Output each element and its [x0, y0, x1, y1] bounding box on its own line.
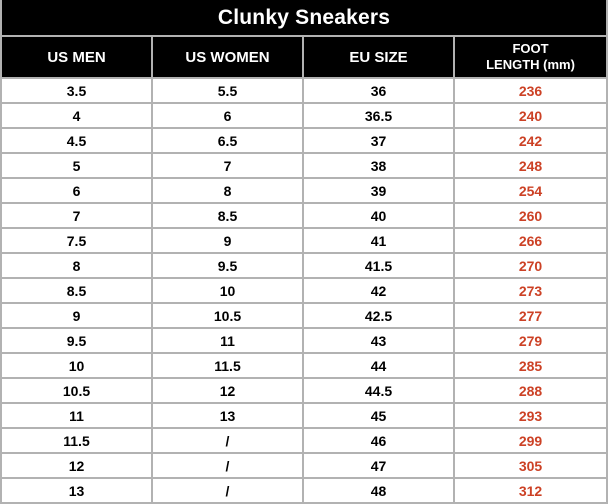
cell-foot-length: 240: [518, 107, 543, 124]
col-header-us-men: US MEN: [2, 37, 153, 77]
cell-eu-size: 47: [304, 454, 455, 477]
table-title: Clunky Sneakers: [2, 0, 606, 37]
cell-foot-length: 248: [518, 157, 543, 174]
table-row: 8.5 10 42 273: [2, 279, 606, 304]
cell-eu-size: 43: [304, 329, 455, 352]
cell-us-women: 6: [153, 104, 304, 127]
cell-us-men: 8.5: [2, 279, 153, 302]
cell-eu-size: 44: [304, 354, 455, 377]
table-row: 8 9.5 41.5 270: [2, 254, 606, 279]
cell-us-women: 13: [153, 404, 304, 427]
table-row: 6 8 39 254: [2, 179, 606, 204]
cell-foot-length: 242: [518, 132, 543, 149]
cell-us-men: 3.5: [2, 79, 153, 102]
cell-us-men: 11.5: [2, 429, 153, 452]
cell-eu-size: 36.5: [304, 104, 455, 127]
cell-us-women: 6.5: [153, 129, 304, 152]
cell-us-men: 9: [2, 304, 153, 327]
table-row: 7 8.5 40 260: [2, 204, 606, 229]
cell-us-men: 7.5: [2, 229, 153, 252]
cell-eu-size: 37: [304, 129, 455, 152]
cell-foot-length: 285: [518, 357, 543, 374]
cell-eu-size: 44.5: [304, 379, 455, 402]
col-header-foot-length-line1: FOOT: [512, 41, 549, 57]
cell-us-men: 4: [2, 104, 153, 127]
cell-us-men: 5: [2, 154, 153, 177]
table-row: 10.5 12 44.5 288: [2, 379, 606, 404]
cell-eu-size: 41: [304, 229, 455, 252]
table-row: 11.5 / 46 299: [2, 429, 606, 454]
cell-us-men: 12: [2, 454, 153, 477]
cell-eu-size: 42: [304, 279, 455, 302]
table-row: 3.5 5.5 36 236: [2, 79, 606, 104]
cell-eu-size: 41.5: [304, 254, 455, 277]
cell-foot-length: 236: [518, 82, 543, 99]
table-row: 12 / 47 305: [2, 454, 606, 479]
table-row: 5 7 38 248: [2, 154, 606, 179]
col-header-eu-size: EU SIZE: [304, 37, 455, 77]
cell-eu-size: 42.5: [304, 304, 455, 327]
cell-us-women: 5.5: [153, 79, 304, 102]
table-row: 9.5 11 43 279: [2, 329, 606, 354]
cell-us-women: 10.5: [153, 304, 304, 327]
cell-eu-size: 39: [304, 179, 455, 202]
cell-us-men: 4.5: [2, 129, 153, 152]
cell-foot-length: 299: [518, 432, 543, 449]
cell-eu-size: 45: [304, 404, 455, 427]
col-header-us-women: US WOMEN: [153, 37, 304, 77]
cell-foot-length: 270: [518, 257, 543, 274]
table-row: 4.5 6.5 37 242: [2, 129, 606, 154]
cell-eu-size: 46: [304, 429, 455, 452]
cell-us-women: 12: [153, 379, 304, 402]
cell-us-men: 8: [2, 254, 153, 277]
table-row: 13 / 48 312: [2, 479, 606, 502]
table-header-row: US MEN US WOMEN EU SIZE FOOT LENGTH (mm): [2, 37, 606, 79]
table-row: 4 6 36.5 240: [2, 104, 606, 129]
cell-foot-length: 293: [518, 407, 543, 424]
col-header-foot-length-line2: LENGTH (mm): [486, 57, 575, 72]
cell-us-women: 8: [153, 179, 304, 202]
cell-us-women: 7: [153, 154, 304, 177]
table-row: 9 10.5 42.5 277: [2, 304, 606, 329]
cell-us-men: 11: [2, 404, 153, 427]
cell-us-men: 10.5: [2, 379, 153, 402]
cell-foot-length: 260: [518, 207, 543, 224]
cell-us-women: /: [153, 479, 304, 502]
cell-us-women: 9.5: [153, 254, 304, 277]
cell-us-women: /: [153, 454, 304, 477]
cell-us-women: 8.5: [153, 204, 304, 227]
cell-eu-size: 48: [304, 479, 455, 502]
cell-us-women: /: [153, 429, 304, 452]
col-header-foot-length: FOOT LENGTH (mm): [455, 37, 606, 77]
cell-foot-length: 305: [518, 457, 543, 474]
cell-foot-length: 266: [518, 232, 543, 249]
cell-eu-size: 38: [304, 154, 455, 177]
cell-us-men: 6: [2, 179, 153, 202]
cell-us-women: 11: [153, 329, 304, 352]
cell-us-men: 13: [2, 479, 153, 502]
cell-eu-size: 40: [304, 204, 455, 227]
cell-eu-size: 36: [304, 79, 455, 102]
cell-us-women: 9: [153, 229, 304, 252]
cell-foot-length: 288: [518, 382, 543, 399]
cell-foot-length: 254: [518, 182, 543, 199]
cell-foot-length: 312: [518, 482, 543, 499]
table-row: 7.5 9 41 266: [2, 229, 606, 254]
cell-foot-length: 277: [518, 307, 543, 324]
cell-us-women: 10: [153, 279, 304, 302]
cell-us-women: 11.5: [153, 354, 304, 377]
table-row: 11 13 45 293: [2, 404, 606, 429]
cell-us-men: 9.5: [2, 329, 153, 352]
cell-foot-length: 273: [518, 282, 543, 299]
cell-foot-length: 279: [518, 332, 543, 349]
table-row: 10 11.5 44 285: [2, 354, 606, 379]
cell-us-men: 7: [2, 204, 153, 227]
cell-us-men: 10: [2, 354, 153, 377]
